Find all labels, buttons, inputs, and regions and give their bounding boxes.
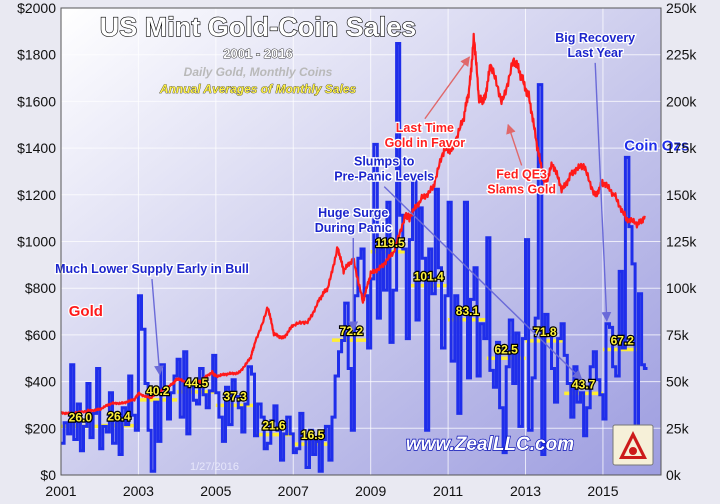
annual-average-label: 26.0 xyxy=(69,410,93,424)
left-tick-label: $2000 xyxy=(17,0,56,16)
annotation-text: Much Lower Supply Early in Bull xyxy=(55,262,249,276)
x-tick-label: 2001 xyxy=(45,483,76,499)
annotation: Huge Surge During Panic xyxy=(313,205,393,332)
x-tick-label: 2003 xyxy=(123,483,154,499)
annotation-text: Fed QE3 Slams Gold xyxy=(487,167,556,196)
annotation: Fed QE3 Slams Gold xyxy=(486,123,557,198)
annual-average-label: 16.5 xyxy=(301,428,325,442)
annual-average-label: 40.2 xyxy=(146,384,170,398)
chart-title: US Mint Gold-Coin Sales xyxy=(100,12,417,42)
annual-average-label: 67.2 xyxy=(611,333,635,347)
right-tick-label: 250k xyxy=(666,0,697,16)
plot-frame xyxy=(60,7,662,476)
x-tick-label: 2009 xyxy=(355,483,386,499)
left-tick-label: $1200 xyxy=(17,187,56,203)
left-axis: $0 $200 $400 $600 $800 $1000 $1200 $1400 $1600 $1… xyxy=(17,0,56,483)
annual-average-label: 21.6 xyxy=(262,419,286,433)
left-tick-label: $1800 xyxy=(17,47,56,63)
left-tick-label: $0 xyxy=(40,467,56,483)
chart-subtitle-daily: Daily Gold, Monthly Coins xyxy=(184,65,333,79)
left-tick-label: $200 xyxy=(25,420,56,436)
date-stamp: 1/27/2016 xyxy=(190,461,239,473)
watermark: www.ZealLLC.com xyxy=(405,424,654,466)
right-tick-label: 200k xyxy=(666,93,697,109)
right-tick-label: 25k xyxy=(666,420,690,436)
left-tick-label: $600 xyxy=(25,327,56,343)
zeal-logo-icon xyxy=(612,424,654,466)
annotation-arrow xyxy=(151,278,164,376)
left-tick-label: $1600 xyxy=(17,93,56,109)
annual-average-label: 37.3 xyxy=(224,389,248,403)
x-tick-label: 2007 xyxy=(278,483,309,499)
annotation-text: Last Time Gold in Favor xyxy=(385,121,466,150)
annual-average-label: 62.5 xyxy=(494,342,518,356)
right-tick-label: 175k xyxy=(666,140,697,156)
left-tick-label: $800 xyxy=(25,280,56,296)
annotation-arrow xyxy=(594,62,612,322)
x-tick-label: 2015 xyxy=(587,483,618,499)
coin-series-label: Coin Ozs xyxy=(624,137,689,154)
coin-ozs-series-line xyxy=(61,42,648,473)
chart-subtitle-years: 2001 - 2016 xyxy=(223,46,292,61)
right-tick-label: 150k xyxy=(666,187,697,203)
annual-average-labels: 26.0 26.4 40.2 44.5 37.3 21.6 16.5 72.2 119.5 101… xyxy=(67,235,635,444)
right-tick-label: 75k xyxy=(666,327,690,343)
right-tick-label: 100k xyxy=(666,280,697,296)
annotation-arrow xyxy=(424,56,470,120)
right-tick-label: 0k xyxy=(666,467,682,483)
left-tick-label: $400 xyxy=(25,374,56,390)
x-tick-label: 2005 xyxy=(200,483,231,499)
annual-average-label: 101.4 xyxy=(414,270,444,284)
left-tick-label: $1000 xyxy=(17,234,56,250)
gold-series-label: Gold xyxy=(69,303,103,320)
annotation: Big Recovery Last Year xyxy=(554,30,636,322)
right-axis: 0k 25k 50k 75k 100k 125k 150k 175k 200k 225k 250k xyxy=(666,0,697,483)
annotation-text: Big Recovery Last Year xyxy=(555,31,635,60)
annotation: Much Lower Supply Early in Bull xyxy=(54,261,250,376)
left-tick-label: $1400 xyxy=(17,140,56,156)
annual-average-label: 43.7 xyxy=(572,377,596,391)
chart-subtitle-annual: Annual Averages of Monthly Sales xyxy=(159,82,357,96)
right-tick-label: 125k xyxy=(666,234,697,250)
annual-average-label: 72.2 xyxy=(340,324,364,338)
annual-average-label: 26.4 xyxy=(107,410,131,424)
x-axis: 2001 2003 2005 2007 2009 2011 2013 2015 xyxy=(45,483,618,499)
annotation: Slumps to Pre-Panic Levels xyxy=(333,153,583,380)
annotation-text: Slumps to Pre-Panic Levels xyxy=(334,155,434,184)
gold-series-line xyxy=(60,32,646,416)
annotation-text: Huge Surge During Panic xyxy=(315,206,392,235)
x-tick-label: 2013 xyxy=(510,483,541,499)
annual-average-label: 71.8 xyxy=(533,325,557,339)
annotations: Much Lower Supply Early in Bull Huge Surg… xyxy=(54,30,690,380)
x-tick-label: 2011 xyxy=(433,483,463,499)
annotation-arrow xyxy=(506,123,523,166)
annotation: Last Time Gold in Favor xyxy=(383,56,470,151)
watermark-text: www.ZealLLC.com xyxy=(406,434,574,455)
annual-average-label: 119.5 xyxy=(375,236,405,250)
right-tick-label: 50k xyxy=(666,374,690,390)
annual-average-label: 44.5 xyxy=(185,376,209,390)
annual-average-label: 83.1 xyxy=(456,304,480,318)
annotation-arrow xyxy=(383,186,583,380)
right-tick-label: 225k xyxy=(666,47,697,63)
